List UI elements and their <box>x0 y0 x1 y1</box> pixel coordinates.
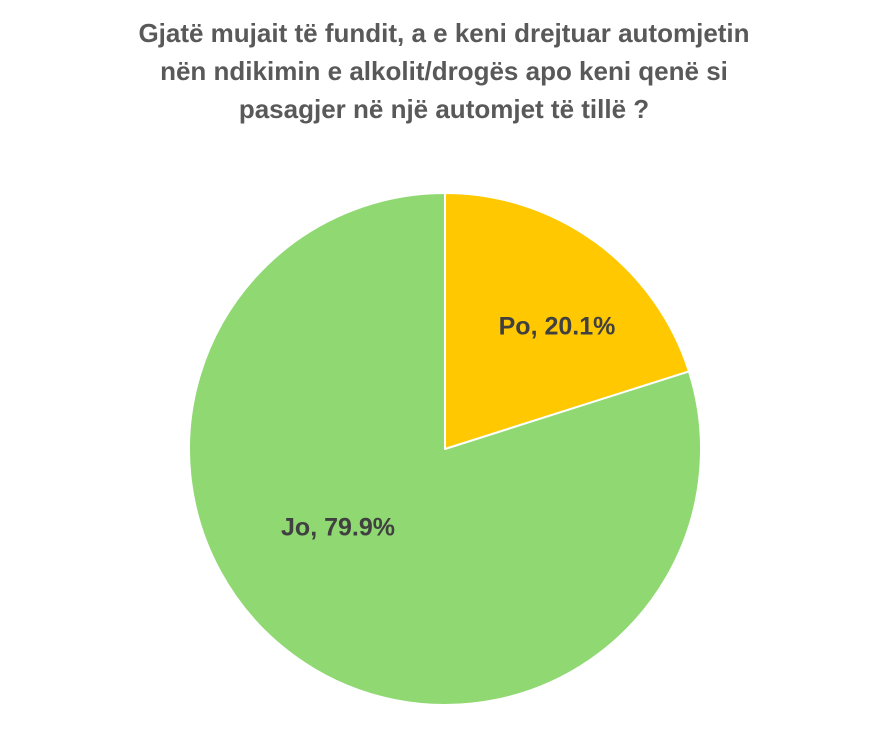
chart-title-line-3: pasagjer në një automjet të tillë ? <box>238 94 650 124</box>
data-label-po: Po, 20.1% <box>499 313 616 341</box>
chart-title-line-1: Gjatë mujait të fundit, a e keni drejtua… <box>138 18 750 48</box>
pie-slice-po <box>444 192 690 450</box>
chart-title-line-2: nën ndikimin e alkolit/drogës apo keni q… <box>160 56 728 86</box>
chart-title: Gjatë mujait të fundit, a e keni drejtua… <box>0 14 888 128</box>
data-label-jo: Jo, 79.9% <box>281 514 395 542</box>
pie-slice-jo <box>188 192 702 706</box>
